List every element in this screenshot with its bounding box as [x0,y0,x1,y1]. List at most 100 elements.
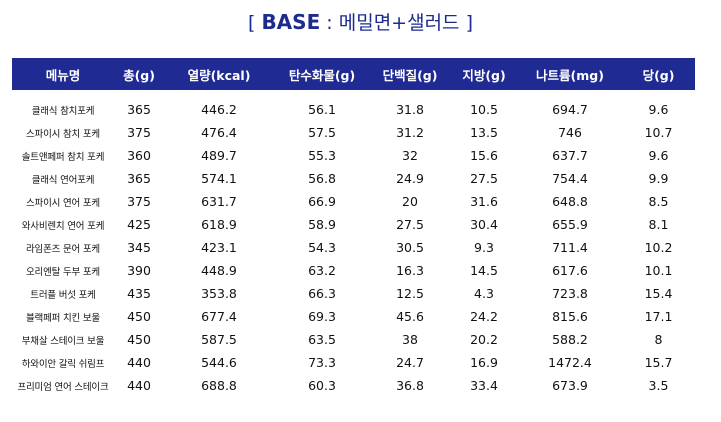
title-base: BASE [261,10,321,34]
cell-fat: 13.5 [470,125,498,140]
cell-sodium: 723.8 [552,286,588,301]
page-title: [ BASE : 메밀면+샐러드 ] [0,8,721,37]
table-row: 라임폰즈 문어 포케 345 423.1 54.3 30.5 9.3 711.4 10.2 [12,236,695,259]
cell-total: 375 [127,125,151,140]
cell-sugar: 8.1 [648,217,669,232]
table-row: 블랙페퍼 치킨 보울 450 677.4 69.3 45.6 24.2 815.6 17.1 [12,305,695,328]
cell-sodium: 588.2 [552,332,588,347]
table-row: 하와이안 갈릭 쉬림프 440 544.6 73.3 24.7 16.9 1472.4 15.… [12,351,695,374]
cell-sugar: 8.5 [648,194,669,209]
cell-menu: 클래식 참치포케 [31,105,95,117]
header-sodium: 나트륨(mg) [536,67,604,83]
cell-fat: 30.4 [470,217,498,232]
header-carbs: 탄수화물(g) [288,67,356,83]
cell-fat: 27.5 [470,171,498,186]
cell-protein: 24.9 [396,171,424,186]
table-row: 솔트앤페퍼 참치 포케 360 489.7 55.3 32 15.6 637.7 9.6 [12,144,695,167]
cell-calories: 688.8 [201,378,237,393]
title-colon: : [326,12,333,34]
cell-calories: 353.8 [201,286,237,301]
cell-sugar: 3.5 [648,378,669,393]
cell-menu: 클래식 연어포케 [31,174,95,186]
cell-fat: 10.5 [470,102,498,117]
cell-total: 440 [127,378,151,393]
title-subtitle: 메밀면+샐러드 [338,12,460,34]
cell-protein: 38 [402,332,418,347]
table-row: 트러플 버섯 포케 435 353.8 66.3 12.5 4.3 723.8 15.4 [12,282,695,305]
cell-calories: 423.1 [201,240,237,255]
cell-total: 450 [127,309,151,324]
cell-menu: 스파이시 연어 포케 [26,197,100,209]
header-menu: 메뉴명 [45,67,81,83]
cell-carbs: 60.3 [308,378,336,393]
cell-total: 390 [127,263,151,278]
table-header: 메뉴명 총(g) 열량(kcal) 탄수화물(g) 단백질(g) 지방(g) 나… [12,58,695,90]
cell-protein: 24.7 [396,355,424,370]
cell-calories: 631.7 [201,194,237,209]
cell-carbs: 73.3 [308,355,336,370]
cell-carbs: 56.8 [308,171,336,186]
cell-menu: 오리엔탈 두부 포케 [26,266,100,278]
cell-fat: 31.6 [470,194,498,209]
cell-sugar: 10.1 [644,263,673,278]
cell-sugar: 10.7 [644,125,673,140]
table-body: 클래식 참치포케 365 446.2 56.1 31.8 10.5 694.7 9.6 스파이시… [12,98,695,397]
cell-fat: 4.3 [474,286,494,301]
cell-calories: 587.5 [201,332,237,347]
cell-fat: 16.9 [470,355,498,370]
cell-sodium: 815.6 [552,309,588,324]
cell-sodium: 655.9 [552,217,588,232]
cell-sugar: 9.6 [648,102,669,117]
cell-protein: 20 [402,194,418,209]
cell-carbs: 69.3 [308,309,336,324]
cell-protein: 16.3 [396,263,424,278]
header-fat: 지방(g) [462,67,506,83]
table-row: 부채살 스테이크 보울 450 587.5 63.5 38 20.2 588.2 8 [12,328,695,351]
cell-sugar: 9.6 [648,148,669,163]
cell-protein: 31.8 [396,102,424,117]
cell-total: 435 [127,286,151,301]
header-calories: 열량(kcal) [187,67,251,83]
cell-menu: 프리미엄 연어 스테이크 [17,381,109,393]
cell-total: 365 [127,171,151,186]
cell-sodium: 1472.4 [548,355,592,370]
cell-calories: 489.7 [201,148,237,163]
cell-protein: 31.2 [396,125,424,140]
cell-calories: 446.2 [201,102,237,117]
cell-fat: 24.2 [470,309,498,324]
cell-sugar: 9.9 [648,171,669,186]
cell-carbs: 66.9 [308,194,336,209]
cell-protein: 36.8 [396,378,424,393]
cell-menu: 부채살 스테이크 보울 [21,335,105,347]
cell-sodium: 648.8 [552,194,588,209]
header-protein: 단백질(g) [382,67,438,83]
cell-carbs: 63.5 [308,332,336,347]
cell-calories: 544.6 [201,355,237,370]
cell-sodium: 694.7 [552,102,588,117]
cell-fat: 14.5 [470,263,498,278]
cell-sodium: 637.7 [552,148,588,163]
cell-menu: 하와이안 갈릭 쉬림프 [21,358,105,370]
cell-calories: 476.4 [201,125,237,140]
cell-menu: 트러플 버섯 포케 [30,289,96,301]
cell-total: 450 [127,332,151,347]
cell-sodium: 754.4 [552,171,588,186]
cell-total: 375 [127,194,151,209]
cell-carbs: 66.3 [308,286,336,301]
cell-total: 425 [127,217,151,232]
cell-menu: 라임폰즈 문어 포케 [26,243,100,255]
cell-carbs: 57.5 [308,125,336,140]
cell-menu: 스파이시 참치 포케 [26,128,100,140]
cell-fat: 20.2 [470,332,498,347]
header-sugar: 당(g) [642,67,675,83]
cell-carbs: 55.3 [308,148,336,163]
cell-sodium: 711.4 [552,240,588,255]
cell-total: 440 [127,355,151,370]
cell-carbs: 56.1 [308,102,336,117]
cell-sodium: 673.9 [552,378,588,393]
table-row: 스파이시 연어 포케 375 631.7 66.9 20 31.6 648.8 8.5 [12,190,695,213]
cell-sugar: 8 [654,332,663,347]
cell-carbs: 58.9 [308,217,336,232]
cell-sugar: 15.7 [644,355,673,370]
cell-sugar: 10.2 [644,240,673,255]
